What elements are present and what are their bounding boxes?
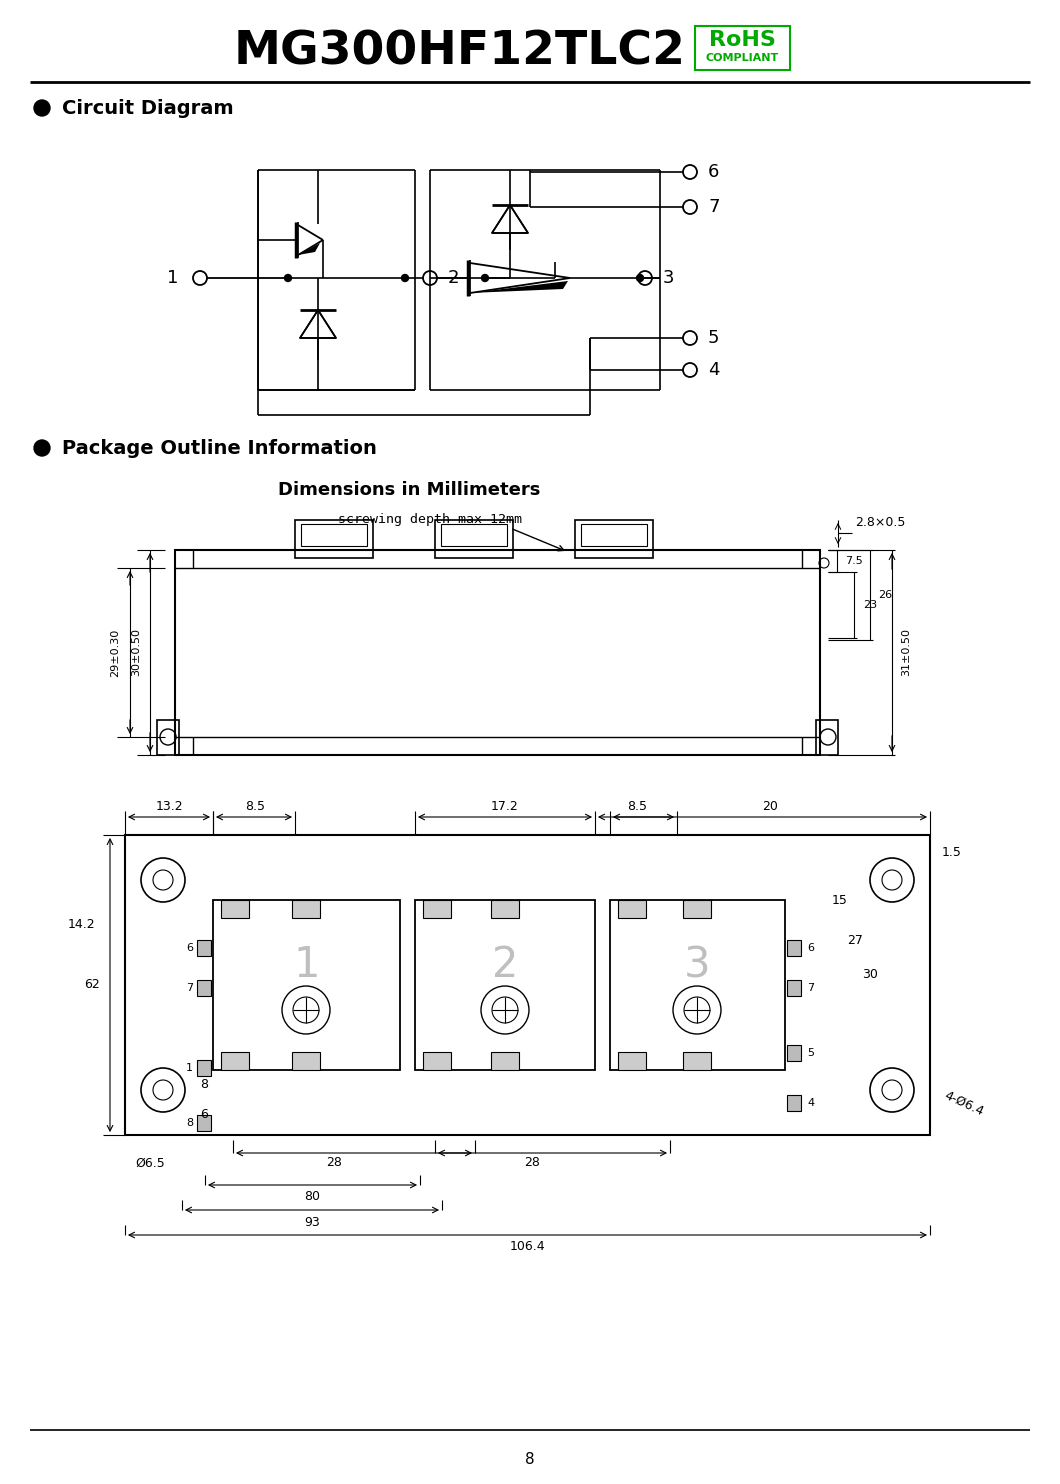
Text: 14.2: 14.2 xyxy=(68,919,95,932)
Text: 15: 15 xyxy=(832,893,848,907)
Text: RoHS: RoHS xyxy=(708,30,776,50)
Bar xyxy=(610,899,785,1070)
Text: 23: 23 xyxy=(863,600,877,610)
Bar xyxy=(683,899,711,919)
Text: 80: 80 xyxy=(304,1190,320,1204)
Text: 6: 6 xyxy=(186,942,193,953)
Polygon shape xyxy=(470,280,568,292)
Text: 31±0.50: 31±0.50 xyxy=(901,629,911,677)
Text: 3: 3 xyxy=(662,269,674,286)
Text: 17.2: 17.2 xyxy=(491,800,519,813)
Text: 30: 30 xyxy=(862,969,878,981)
Bar xyxy=(220,1052,249,1070)
Text: 29±0.30: 29±0.30 xyxy=(110,628,120,677)
Text: 106.4: 106.4 xyxy=(510,1241,545,1254)
Text: 4-Ø6.4: 4-Ø6.4 xyxy=(942,1088,986,1117)
Text: 62: 62 xyxy=(84,978,100,991)
Text: 6: 6 xyxy=(807,942,814,953)
Bar xyxy=(787,1095,801,1112)
Bar xyxy=(441,524,507,546)
Bar xyxy=(618,1052,646,1070)
Bar xyxy=(301,524,367,546)
Bar xyxy=(295,519,373,558)
Text: 8.5: 8.5 xyxy=(245,800,265,813)
Bar xyxy=(581,524,647,546)
Circle shape xyxy=(284,275,292,282)
Text: 5: 5 xyxy=(807,1048,814,1058)
Text: 1: 1 xyxy=(166,269,178,286)
Text: Dimensions in Millimeters: Dimensions in Millimeters xyxy=(278,481,541,499)
Text: 8: 8 xyxy=(200,1079,208,1092)
Text: 6: 6 xyxy=(708,163,720,181)
Polygon shape xyxy=(298,243,320,255)
Text: 28: 28 xyxy=(326,1156,342,1169)
Text: 8: 8 xyxy=(525,1453,535,1468)
Text: 3: 3 xyxy=(684,944,711,985)
Bar xyxy=(695,27,790,70)
Text: 30±0.50: 30±0.50 xyxy=(131,629,141,677)
Bar xyxy=(423,899,450,919)
Text: MG300HF12TLC2: MG300HF12TLC2 xyxy=(234,30,686,74)
Text: 2.8×0.5: 2.8×0.5 xyxy=(855,516,905,530)
Circle shape xyxy=(402,275,408,282)
Text: 7.5: 7.5 xyxy=(845,556,863,565)
Bar xyxy=(175,551,820,755)
Text: 7: 7 xyxy=(708,197,720,217)
Circle shape xyxy=(34,99,50,116)
Bar xyxy=(220,899,249,919)
Bar xyxy=(197,979,211,996)
Circle shape xyxy=(481,275,489,282)
Bar xyxy=(787,1045,801,1061)
Bar xyxy=(292,899,320,919)
Bar xyxy=(157,720,179,755)
Text: 2: 2 xyxy=(492,944,518,985)
Text: 4: 4 xyxy=(807,1098,814,1109)
Bar xyxy=(197,1060,211,1076)
Bar xyxy=(435,519,513,558)
Text: 7: 7 xyxy=(807,982,814,993)
Bar xyxy=(197,939,211,956)
Bar xyxy=(683,1052,711,1070)
Text: Package Outline Information: Package Outline Information xyxy=(61,438,377,457)
Text: 4: 4 xyxy=(708,361,720,378)
Text: 5: 5 xyxy=(708,329,720,347)
Text: 1.5: 1.5 xyxy=(942,846,961,859)
Bar xyxy=(816,720,838,755)
Bar xyxy=(125,835,930,1135)
Bar xyxy=(491,1052,519,1070)
Bar xyxy=(618,899,646,919)
Circle shape xyxy=(636,275,643,282)
Bar xyxy=(292,1052,320,1070)
Text: 27: 27 xyxy=(847,933,863,947)
Text: 7: 7 xyxy=(186,982,193,993)
Text: 8.5: 8.5 xyxy=(628,800,647,813)
Text: COMPLIANT: COMPLIANT xyxy=(705,53,779,62)
Text: 1: 1 xyxy=(294,944,320,985)
Circle shape xyxy=(34,439,50,456)
Text: 26: 26 xyxy=(878,591,893,600)
Bar xyxy=(423,1052,450,1070)
Text: 1: 1 xyxy=(186,1063,193,1073)
Bar xyxy=(575,519,653,558)
Bar xyxy=(787,939,801,956)
Bar xyxy=(213,899,400,1070)
Bar xyxy=(416,899,595,1070)
Bar xyxy=(787,979,801,996)
Text: 2: 2 xyxy=(448,269,459,286)
Text: Ø6.5: Ø6.5 xyxy=(135,1156,164,1169)
Text: 93: 93 xyxy=(304,1215,320,1229)
Text: 13.2: 13.2 xyxy=(155,800,182,813)
Text: Circuit Diagram: Circuit Diagram xyxy=(61,98,233,117)
Text: 20: 20 xyxy=(762,800,778,813)
Text: screwing depth max 12mm: screwing depth max 12mm xyxy=(338,513,522,527)
Bar xyxy=(197,1114,211,1131)
Text: 28: 28 xyxy=(525,1156,541,1169)
Text: 6: 6 xyxy=(200,1109,208,1122)
Text: 8: 8 xyxy=(186,1117,193,1128)
Bar xyxy=(491,899,519,919)
